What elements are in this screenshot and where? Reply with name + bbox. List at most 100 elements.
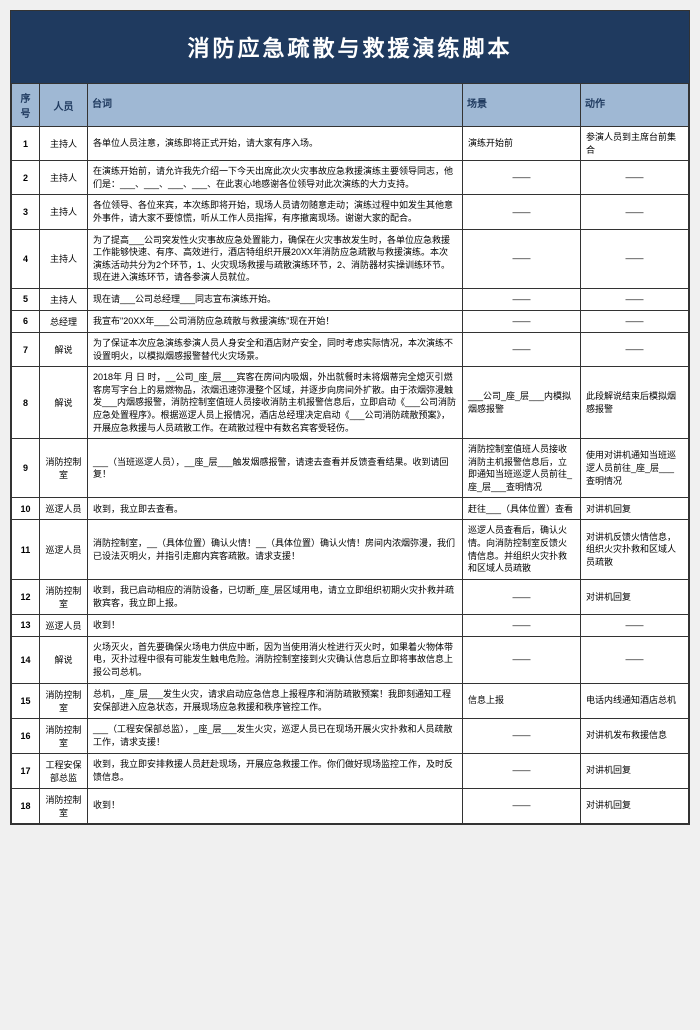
- cell-num: 16: [12, 718, 40, 753]
- cell-num: 13: [12, 614, 40, 636]
- cell-scene: ___公司_座_层___内模拟烟感报警: [463, 367, 581, 439]
- cell-action: ——: [581, 288, 689, 310]
- cell-action: 对讲机发布救援信息: [581, 718, 689, 753]
- cell-action: 对讲机回复: [581, 753, 689, 788]
- table-row: 15消防控制室总机，_座_层___发生火灾，请求启动应急信息上报程序和消防疏散预…: [12, 683, 689, 718]
- cell-person: 主持人: [40, 229, 88, 288]
- cell-scene: ——: [463, 579, 581, 614]
- table-header-row: 序号 人员 台词 场景 动作: [12, 84, 689, 127]
- cell-dialogue: ___（工程安保部总监），_座_层___发生火灾，巡逻人员已在现场开展火灾扑救和…: [88, 718, 463, 753]
- table-row: 2主持人在演练开始前，请允许我先介绍一下今天出席此次火灾事故应急救援演练主要领导…: [12, 161, 689, 195]
- table-row: 16消防控制室___（工程安保部总监），_座_层___发生火灾，巡逻人员已在现场…: [12, 718, 689, 753]
- cell-person: 主持人: [40, 127, 88, 161]
- cell-action: ——: [581, 636, 689, 683]
- cell-person: 总经理: [40, 310, 88, 332]
- title-banner: 消防应急疏散与救援演练脚本: [11, 11, 689, 83]
- table-row: 3主持人各位领导、各位来宾，本次练即将开始，现场人员请勿随意走动；演练过程中如发…: [12, 195, 689, 229]
- cell-person: 消防控制室: [40, 788, 88, 823]
- cell-action: 对讲机回复: [581, 498, 689, 520]
- table-row: 1主持人各单位人员注意，演练即将正式开始，请大家有序入场。演练开始前参演人员到主…: [12, 127, 689, 161]
- cell-num: 6: [12, 310, 40, 332]
- cell-num: 14: [12, 636, 40, 683]
- cell-person: 主持人: [40, 161, 88, 195]
- cell-action: ——: [581, 310, 689, 332]
- cell-num: 10: [12, 498, 40, 520]
- cell-dialogue: 消防控制室，__（具体位置）确认火情！__（具体位置）确认火情！房间内浓烟弥漫，…: [88, 520, 463, 579]
- cell-person: 巡逻人员: [40, 520, 88, 579]
- cell-num: 9: [12, 439, 40, 498]
- header-num: 序号: [12, 84, 40, 127]
- cell-person: 消防控制室: [40, 439, 88, 498]
- cell-action: ——: [581, 614, 689, 636]
- cell-num: 4: [12, 229, 40, 288]
- cell-num: 1: [12, 127, 40, 161]
- cell-scene: ——: [463, 614, 581, 636]
- cell-dialogue: 火场灭火，首先要确保火场电力供应中断，因为当使用消火栓进行灭火时，如果着火物体带…: [88, 636, 463, 683]
- cell-scene: ——: [463, 753, 581, 788]
- cell-person: 工程安保部总监: [40, 753, 88, 788]
- cell-scene: ——: [463, 718, 581, 753]
- cell-dialogue: 总机，_座_层___发生火灾，请求启动应急信息上报程序和消防疏散预案！我即刻通知…: [88, 683, 463, 718]
- header-dialogue: 台词: [88, 84, 463, 127]
- table-row: 11巡逻人员消防控制室，__（具体位置）确认火情！__（具体位置）确认火情！房间…: [12, 520, 689, 579]
- document-title: 消防应急疏散与救援演练脚本: [187, 36, 512, 61]
- cell-action: 此段解说结束后模拟烟感报警: [581, 367, 689, 439]
- cell-scene: 消防控制室值班人员接收消防主机报警信息后，立即通知当班巡逻人员前往_座_层___…: [463, 439, 581, 498]
- cell-action: 使用对讲机通知当班巡逻人员前往_座_层___查明情况: [581, 439, 689, 498]
- cell-dialogue: 收到！: [88, 788, 463, 823]
- cell-dialogue: 现在请___公司总经理___同志宣布演练开始。: [88, 288, 463, 310]
- cell-dialogue: 我宣布"20XX年___公司消防应急疏散与救援演练"现在开始！: [88, 310, 463, 332]
- table-row: 6总经理我宣布"20XX年___公司消防应急疏散与救援演练"现在开始！————: [12, 310, 689, 332]
- cell-scene: 巡逻人员查看后，确认火情。向消防控制室反馈火情信息。并组织火灾扑救和区域人员疏散: [463, 520, 581, 579]
- cell-scene: 赶往___（具体位置）查看: [463, 498, 581, 520]
- cell-num: 5: [12, 288, 40, 310]
- cell-scene: ——: [463, 229, 581, 288]
- cell-scene: ——: [463, 636, 581, 683]
- cell-dialogue: 收到，我立即去查看。: [88, 498, 463, 520]
- cell-scene: ——: [463, 161, 581, 195]
- document-page: 消防应急疏散与救援演练脚本 序号 人员 台词 场景 动作 1主持人各单位人员注意…: [10, 10, 690, 825]
- cell-num: 18: [12, 788, 40, 823]
- table-row: 9消防控制室___（当班巡逻人员），__座_层___触发烟感报警，请速去查看并反…: [12, 439, 689, 498]
- cell-person: 解说: [40, 636, 88, 683]
- cell-action: ——: [581, 332, 689, 366]
- cell-person: 解说: [40, 332, 88, 366]
- cell-action: 对讲机回复: [581, 579, 689, 614]
- cell-scene: 演练开始前: [463, 127, 581, 161]
- cell-person: 巡逻人员: [40, 498, 88, 520]
- cell-person: 消防控制室: [40, 683, 88, 718]
- cell-person: 消防控制室: [40, 718, 88, 753]
- table-row: 12消防控制室收到，我已启动相应的消防设备，已切断_座_层区域用电，请立立即组织…: [12, 579, 689, 614]
- table-row: 4主持人为了提高___公司突发性火灾事故应急处置能力，确保在火灾事故发生时，各单…: [12, 229, 689, 288]
- cell-action: 参演人员到主席台前集合: [581, 127, 689, 161]
- cell-dialogue: 各位领导、各位来宾，本次练即将开始，现场人员请勿随意走动；演练过程中如发生其他意…: [88, 195, 463, 229]
- cell-num: 3: [12, 195, 40, 229]
- table-row: 17工程安保部总监收到，我立即安排救援人员赶赴现场，开展应急救援工作。你们做好现…: [12, 753, 689, 788]
- cell-action: 对讲机回复: [581, 788, 689, 823]
- cell-num: 7: [12, 332, 40, 366]
- cell-scene: 信息上报: [463, 683, 581, 718]
- cell-scene: ——: [463, 788, 581, 823]
- cell-action: 电话内线通知酒店总机: [581, 683, 689, 718]
- cell-action: ——: [581, 161, 689, 195]
- header-person: 人员: [40, 84, 88, 127]
- cell-action: ——: [581, 229, 689, 288]
- cell-scene: ——: [463, 288, 581, 310]
- cell-person: 消防控制室: [40, 579, 88, 614]
- cell-dialogue: 在演练开始前，请允许我先介绍一下今天出席此次火灾事故应急救援演练主要领导同志，他…: [88, 161, 463, 195]
- cell-dialogue: ___（当班巡逻人员），__座_层___触发烟感报警，请速去查看并反馈查看结果。…: [88, 439, 463, 498]
- table-row: 8解说2018年 月 日 时，__公司_座_层___宾客在房间内吸烟，外出就餐时…: [12, 367, 689, 439]
- table-body: 1主持人各单位人员注意，演练即将正式开始，请大家有序入场。演练开始前参演人员到主…: [12, 127, 689, 824]
- cell-scene: ——: [463, 195, 581, 229]
- cell-scene: ——: [463, 310, 581, 332]
- cell-scene: ——: [463, 332, 581, 366]
- cell-person: 解说: [40, 367, 88, 439]
- table-row: 7解说为了保证本次应急演练参演人员人身安全和酒店财产安全，同时考虑实际情况，本次…: [12, 332, 689, 366]
- cell-person: 主持人: [40, 195, 88, 229]
- table-row: 18消防控制室收到！——对讲机回复: [12, 788, 689, 823]
- cell-num: 11: [12, 520, 40, 579]
- cell-person: 巡逻人员: [40, 614, 88, 636]
- cell-action: ——: [581, 195, 689, 229]
- table-row: 14解说火场灭火，首先要确保火场电力供应中断，因为当使用消火栓进行灭火时，如果着…: [12, 636, 689, 683]
- cell-dialogue: 各单位人员注意，演练即将正式开始，请大家有序入场。: [88, 127, 463, 161]
